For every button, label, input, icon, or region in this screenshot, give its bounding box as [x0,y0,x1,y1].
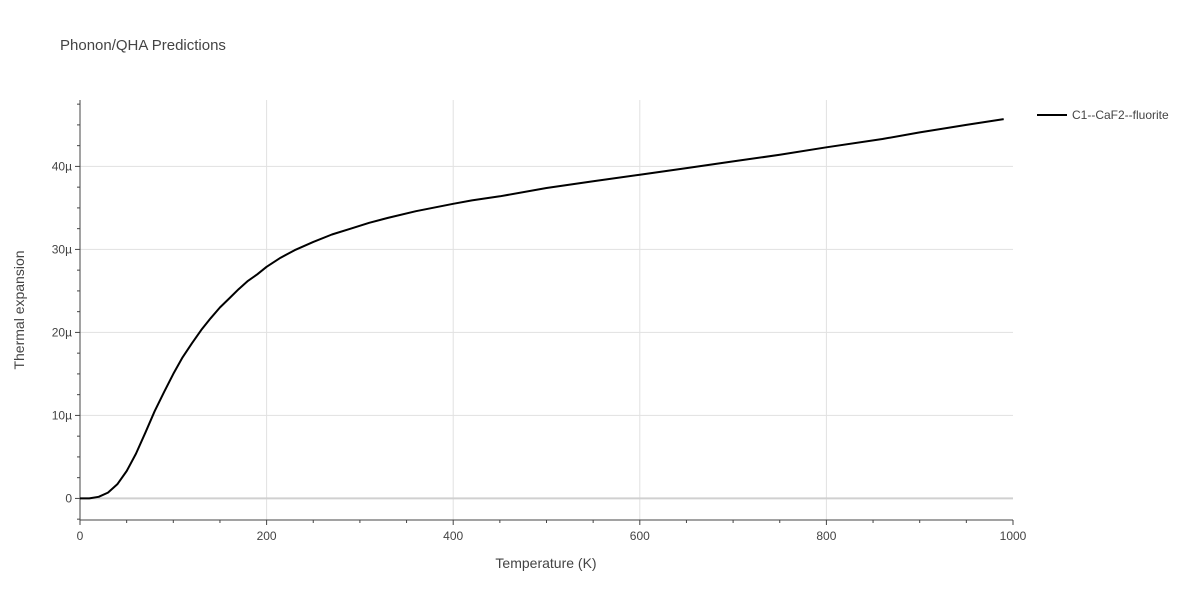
chart-title: Phonon/QHA Predictions [60,37,226,54]
x-tick-label: 600 [630,529,650,543]
x-tick-label: 0 [77,529,84,543]
x-tick-label: 400 [443,529,463,543]
legend-label: C1--CaF2--fluorite [1072,108,1169,122]
y-tick-label: 30µ [52,242,72,256]
y-axis-title: Thermal expansion [11,250,27,369]
tick-labels: 0 200 400 600 800 1000 0 10µ 20µ 30µ 40µ [52,159,1027,543]
grid [80,100,1013,520]
axes [75,100,1014,525]
x-tick-label: 800 [816,529,836,543]
series-layer [80,118,1004,500]
y-tick-label: 10µ [52,408,72,422]
x-axis-title: Temperature (K) [495,555,596,571]
series-line[interactable] [80,118,1004,500]
y-tick-label: 0 [65,491,72,505]
x-tick-label: 200 [257,529,277,543]
y-tick-label: 20µ [52,325,72,339]
legend[interactable]: C1--CaF2--fluorite [1037,108,1169,122]
y-tick-label: 40µ [52,159,72,173]
x-tick-label: 1000 [1000,529,1027,543]
